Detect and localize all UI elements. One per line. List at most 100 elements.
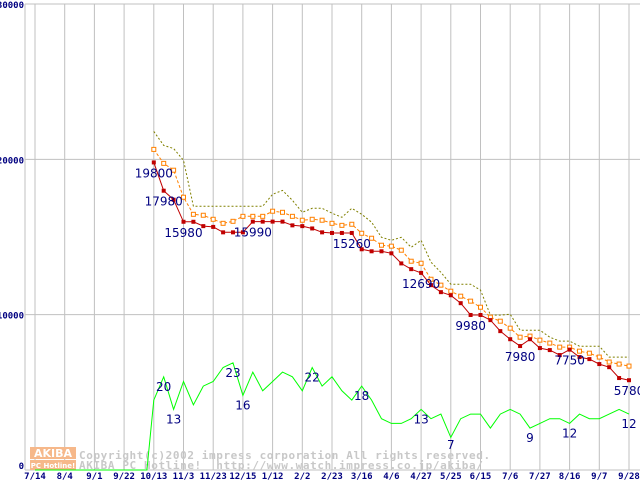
min-price-point: [231, 230, 235, 235]
x-tick-label: 3/16: [351, 472, 373, 480]
average-price-point: [250, 213, 256, 219]
average-price-point: [151, 146, 157, 152]
min-price-point: [221, 230, 226, 235]
x-tick-label: 2/2: [294, 472, 310, 480]
copyright-text: Copyright(c)2002 impress corporation All…: [79, 449, 491, 462]
min-price-point: [488, 318, 493, 323]
x-tick-label: 7/27: [529, 472, 551, 480]
min-price-point: [270, 219, 275, 224]
average-price-point: [190, 211, 196, 217]
min-price-point: [359, 247, 364, 252]
average-price-point: [339, 222, 345, 228]
average-price-point: [299, 217, 305, 223]
min-price-point: [349, 230, 354, 235]
average-price-point: [388, 243, 394, 249]
min-price-point: [577, 355, 582, 360]
price-label: 12690: [402, 277, 440, 291]
min-price-point: [191, 219, 196, 224]
average-price-point: [497, 318, 503, 324]
min-price-point: [260, 219, 265, 224]
average-price-point: [379, 242, 384, 248]
min-price-point: [597, 362, 602, 367]
min-price-point: [320, 230, 325, 235]
average-price-point: [458, 293, 464, 299]
min-price-point: [557, 353, 562, 358]
average-price-point: [626, 363, 632, 369]
min-price-point: [330, 230, 334, 235]
average-price-point: [547, 340, 553, 346]
site-text: AKIBA PC Hotline! http://www.watch.impre…: [79, 459, 483, 472]
min-price-point: [508, 337, 513, 342]
x-tick-label: 7/6: [502, 472, 518, 480]
watermark: AKIBA PC Hotline! Copyright(c)2002 impre…: [30, 447, 491, 472]
average-price-point: [210, 216, 216, 222]
x-tick-label: 4/6: [383, 472, 399, 480]
min-price-point: [547, 348, 552, 353]
x-tick-label: 11/23: [200, 472, 227, 480]
shop-count-label: 12: [562, 426, 577, 440]
shop-count-label: 13: [166, 412, 181, 426]
average-price-point: [161, 160, 167, 166]
min-price-point: [429, 283, 433, 288]
average-price-point: [200, 212, 206, 218]
average-price-point: [517, 334, 523, 340]
shop-count-line: [35, 362, 630, 471]
y-tick-label: 10000: [0, 312, 24, 322]
min-price-point: [537, 346, 542, 351]
logo-top-box: [30, 447, 76, 459]
shop-count-label: 7: [447, 438, 455, 452]
average-price-point: [349, 221, 355, 227]
logo-bottom-text: PC Hotline!: [31, 462, 75, 470]
min-price-point: [617, 376, 622, 381]
y-tick-label: 0: [19, 462, 24, 472]
shop-count-label: 18: [354, 389, 369, 403]
min-price-point: [211, 224, 216, 229]
min-price-point: [201, 224, 206, 229]
average-price-point: [171, 167, 177, 173]
price-label: 7980: [505, 350, 536, 364]
min-price-point: [280, 219, 285, 224]
x-tick-label: 1/12: [262, 472, 284, 480]
shop-count-label: 20: [156, 380, 171, 394]
min-price-point: [409, 267, 414, 272]
average-price-point: [220, 220, 226, 226]
shop-count-label: 23: [225, 366, 240, 380]
average-price-point: [438, 282, 444, 288]
average-price-point: [240, 213, 246, 219]
min-price-point: [468, 312, 473, 317]
average-price-point: [537, 337, 543, 343]
average-price-point: [616, 361, 622, 367]
average-price-point: [557, 344, 563, 350]
min-price-point: [171, 197, 176, 202]
min-price-point: [607, 365, 612, 370]
min-price-point: [627, 378, 631, 383]
max-price-line: [153, 131, 629, 358]
min-price-point: [250, 219, 255, 224]
x-tick-label: 9/7: [591, 472, 607, 480]
price-label: 7750: [554, 354, 585, 368]
shop-count-label: 12: [621, 417, 636, 431]
average-price-point: [260, 213, 266, 219]
min-price-point: [300, 224, 305, 229]
min-price-point: [399, 261, 404, 266]
average-price-point: [369, 235, 375, 241]
shop-count-label: 22: [305, 370, 320, 384]
min-price-point: [528, 337, 532, 342]
average-price-point: [596, 354, 602, 360]
x-tick-label: 2/23: [321, 472, 343, 480]
min-price-point: [419, 270, 424, 275]
y-tick-label: 30000: [0, 1, 24, 11]
x-tick-label: 12/15: [229, 472, 256, 480]
average-price-point: [309, 216, 315, 222]
x-tick-label: 7/14: [24, 472, 46, 480]
shop-count-label: 16: [235, 398, 250, 412]
min-price-point: [478, 312, 483, 317]
x-tick-label: 9/1: [86, 472, 102, 480]
x-tick-label: 6/15: [470, 472, 492, 480]
price-label: 19800: [135, 166, 173, 180]
x-tick-label: 11/3: [173, 472, 195, 480]
min-price-point: [379, 249, 384, 254]
x-tick-label: 10/13: [140, 472, 167, 480]
